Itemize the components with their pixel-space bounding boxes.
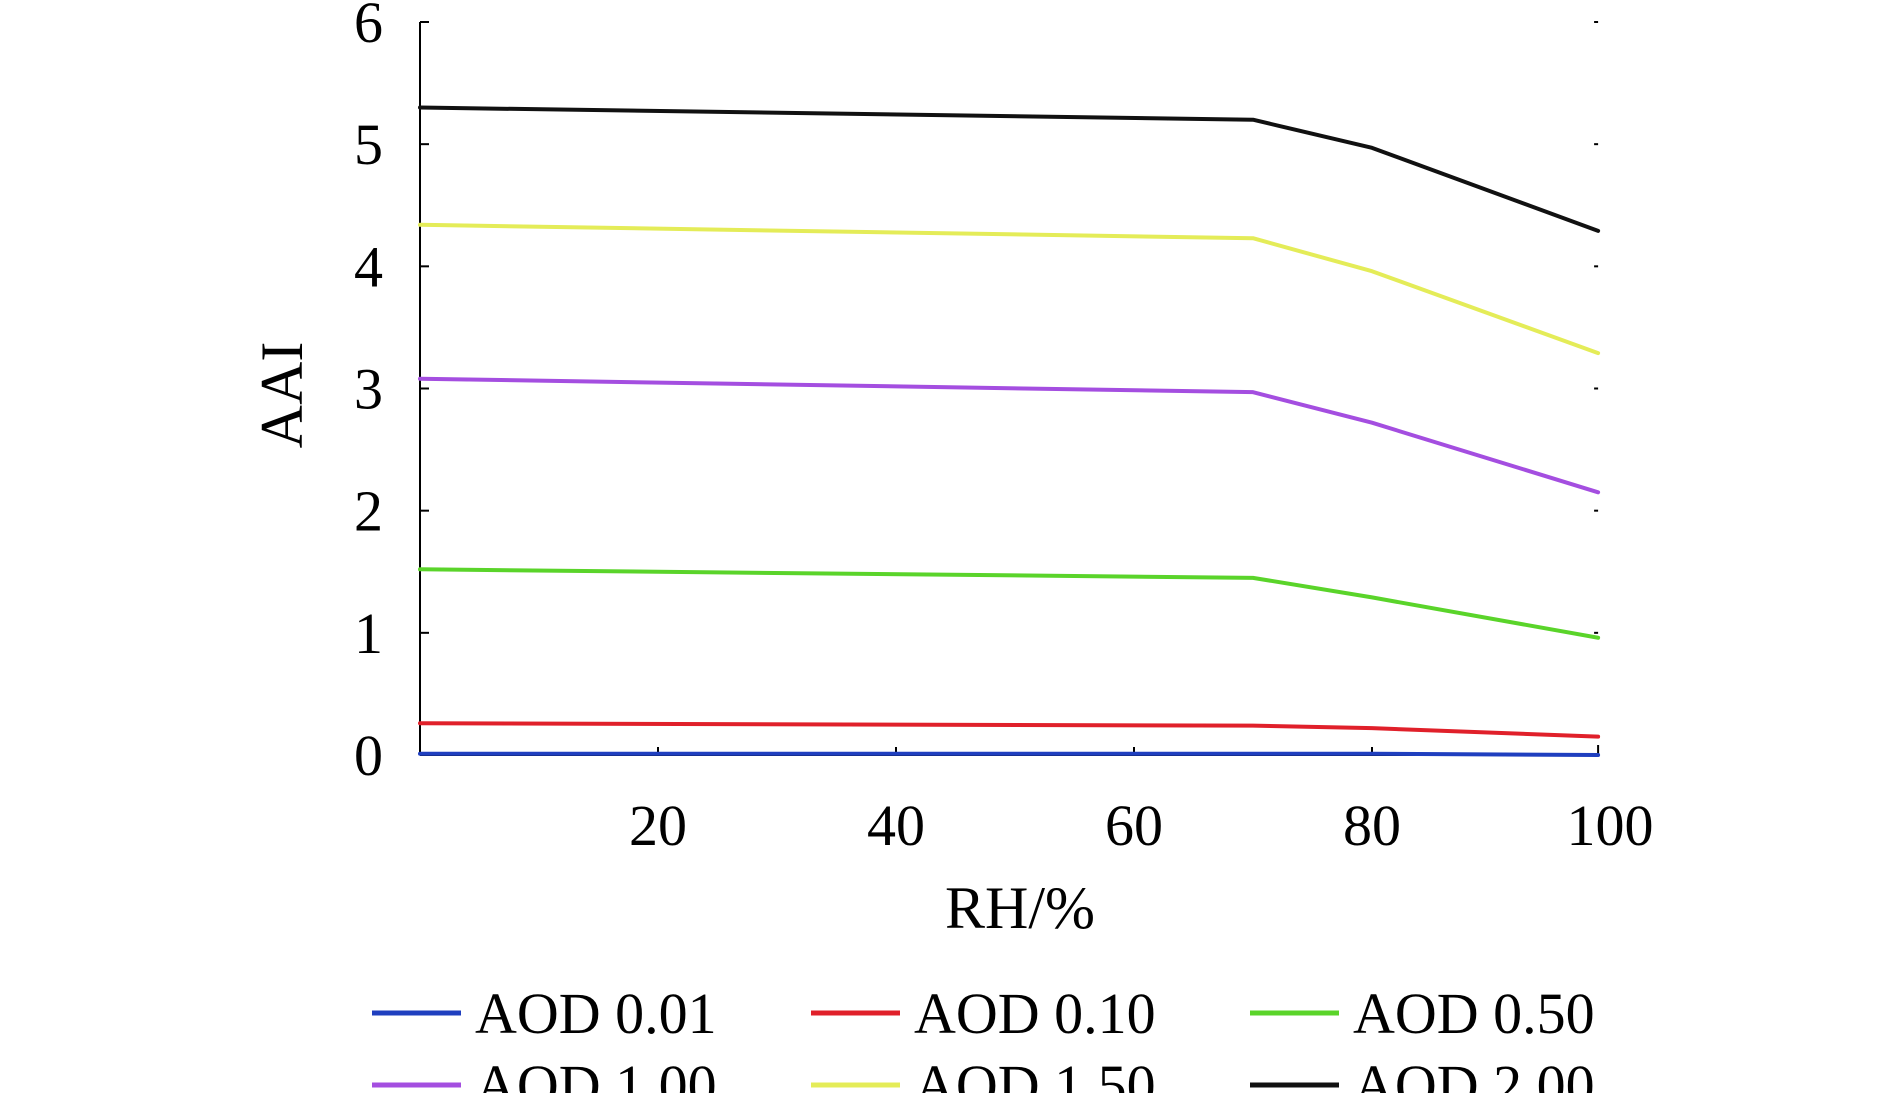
x-axis-title: RH/% <box>945 875 1095 941</box>
series-line-aod-1-00 <box>418 376 1601 495</box>
y-tick-label: 1 <box>354 601 383 666</box>
legend-label: AOD 1.00 <box>475 1053 717 1093</box>
x-tick-label: 100 <box>1567 793 1654 858</box>
y-axis-title: AAI <box>249 342 315 449</box>
axes: 0 1 2 3 4 5 6 20 40 60 80 100 <box>354 0 1654 858</box>
series-line-aod-0-01 <box>418 751 1601 757</box>
y-tick-label: 2 <box>354 479 383 544</box>
x-tick-label: 60 <box>1105 793 1163 858</box>
legend-item: AOD 2.00 <box>1250 1053 1595 1093</box>
legend-label: AOD 0.50 <box>1353 981 1595 1046</box>
x-tick-label: 40 <box>867 793 925 858</box>
legend-item: AOD 0.50 <box>1250 981 1595 1046</box>
legend-label: AOD 2.00 <box>1353 1053 1595 1093</box>
y-tick-label: 6 <box>354 0 383 55</box>
legend-item: AOD 1.00 <box>372 1053 717 1093</box>
legend-item: AOD 1.50 <box>811 1053 1156 1093</box>
series-line-aod-2-00 <box>418 105 1601 233</box>
legend-label: AOD 0.01 <box>475 981 717 1046</box>
series-line-aod-0-10 <box>418 721 1601 739</box>
x-tick-label: 20 <box>629 793 687 858</box>
y-tick-label: 0 <box>354 723 383 788</box>
series-line-aod-0-50 <box>418 567 1601 640</box>
x-tick-label: 80 <box>1343 793 1401 858</box>
series-line-aod-1-50 <box>418 222 1601 356</box>
y-tick-label: 5 <box>354 112 383 177</box>
legend-label: AOD 1.50 <box>914 1053 1156 1093</box>
y-tick-label: 3 <box>354 357 383 422</box>
y-tick-label: 4 <box>354 234 383 299</box>
legend-item: AOD 0.10 <box>811 981 1156 1046</box>
legend: AOD 0.01 AOD 0.10 AOD 0.50 AOD 1.00 AOD 1.50… <box>372 981 1595 1093</box>
series-lines <box>418 105 1601 757</box>
legend-label: AOD 0.10 <box>914 981 1156 1046</box>
legend-item: AOD 0.01 <box>372 981 717 1046</box>
